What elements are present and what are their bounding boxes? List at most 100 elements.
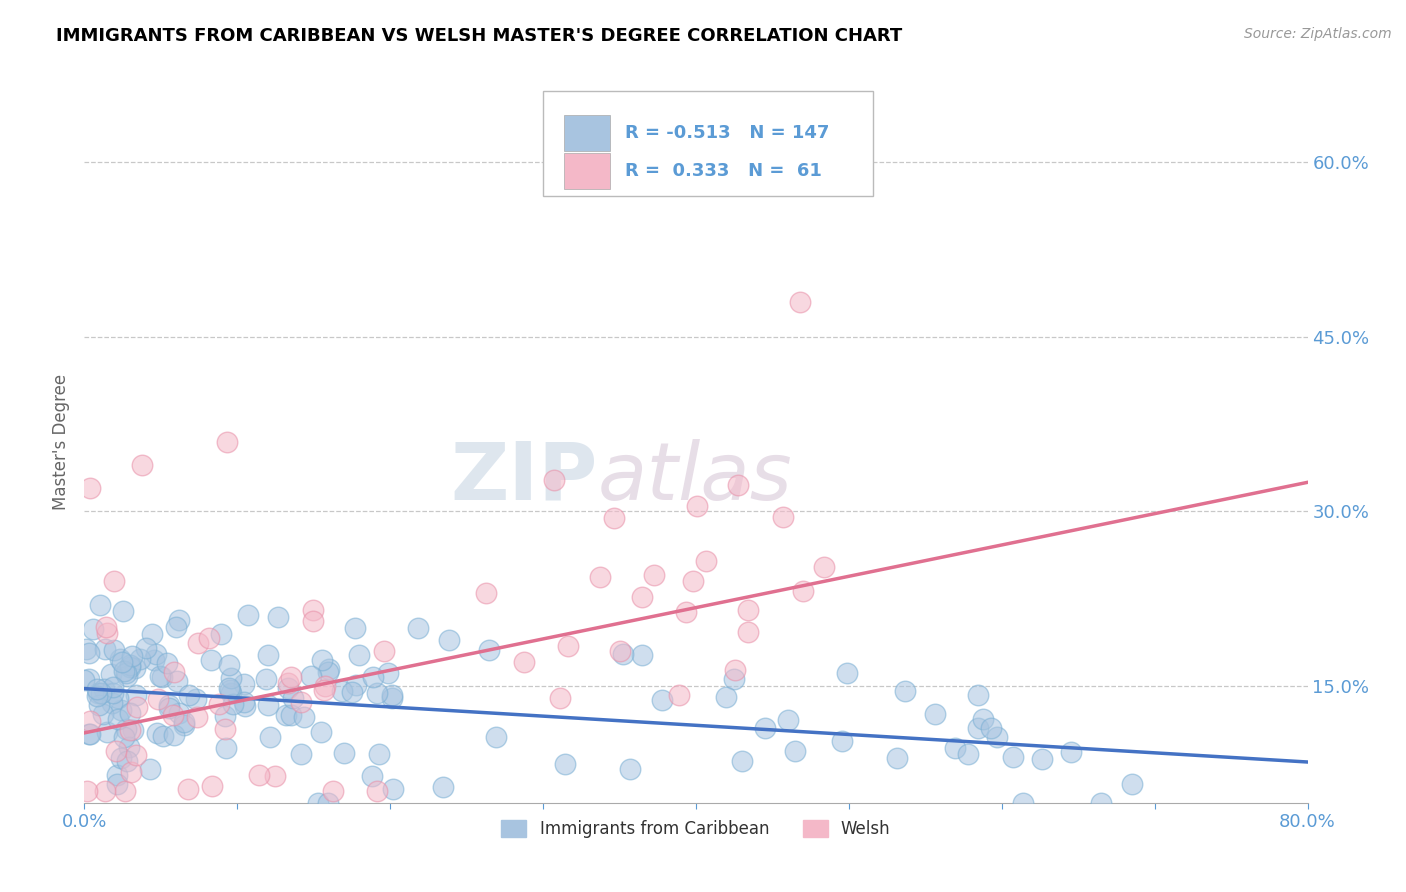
Point — [886, 751, 908, 765]
Point — [101, 686, 124, 700]
Bar — [564, 153, 610, 189]
Point — [93, 682, 115, 697]
Point — [79, 481, 101, 495]
Point — [187, 635, 209, 649]
Point — [612, 648, 634, 662]
Point — [218, 681, 240, 696]
Point — [118, 706, 141, 720]
Point — [603, 511, 626, 525]
Point — [554, 756, 576, 771]
Point — [86, 682, 108, 697]
Point — [218, 657, 240, 672]
Point — [254, 673, 277, 687]
Y-axis label: Master's Degree: Master's Degree — [52, 374, 70, 509]
Point — [290, 747, 312, 761]
Point — [256, 698, 278, 712]
Point — [311, 653, 333, 667]
Point — [111, 655, 134, 669]
Point — [165, 619, 187, 633]
Point — [730, 755, 752, 769]
Point — [118, 739, 141, 754]
Point — [723, 672, 745, 686]
Point — [776, 713, 799, 727]
Point — [247, 767, 270, 781]
Point — [1031, 752, 1053, 766]
Point — [344, 678, 367, 692]
Point — [737, 603, 759, 617]
Point — [221, 686, 243, 700]
Point — [111, 604, 134, 618]
Point — [314, 683, 336, 698]
Point — [118, 660, 141, 674]
Point — [145, 647, 167, 661]
Point — [366, 784, 388, 798]
Point — [152, 729, 174, 743]
Point — [714, 690, 737, 704]
Point — [75, 642, 97, 657]
Point — [631, 648, 654, 662]
Point — [122, 723, 145, 737]
Bar — [564, 115, 610, 151]
Point — [112, 664, 135, 678]
Point — [208, 697, 231, 711]
Point — [96, 625, 118, 640]
Point — [121, 648, 143, 663]
Point — [432, 780, 454, 794]
Point — [316, 665, 339, 679]
Point — [619, 763, 641, 777]
Point — [77, 672, 100, 686]
Point — [87, 686, 110, 700]
Point — [322, 784, 344, 798]
Point — [813, 560, 835, 574]
Point — [980, 722, 1002, 736]
Point — [257, 648, 280, 662]
Point — [135, 641, 157, 656]
Point — [157, 700, 180, 714]
Point — [173, 714, 195, 729]
Point — [292, 710, 315, 724]
Point — [609, 644, 631, 658]
Point — [408, 621, 430, 635]
Point — [104, 744, 127, 758]
Point — [373, 644, 395, 658]
Point — [548, 691, 571, 706]
Point — [737, 624, 759, 639]
Point — [82, 622, 104, 636]
Point — [209, 627, 232, 641]
Point — [167, 613, 190, 627]
Point — [557, 639, 579, 653]
Point — [475, 586, 498, 600]
Point — [631, 590, 654, 604]
Point — [360, 769, 382, 783]
Point — [105, 767, 128, 781]
Point — [115, 669, 138, 683]
Point — [107, 713, 129, 727]
Point — [543, 474, 565, 488]
Point — [232, 695, 254, 709]
Point — [76, 784, 98, 798]
Point — [103, 574, 125, 588]
Point — [233, 698, 256, 713]
Point — [280, 708, 302, 723]
Point — [167, 706, 190, 720]
Text: atlas: atlas — [598, 439, 793, 516]
Point — [333, 746, 356, 760]
Point — [186, 709, 208, 723]
Point — [142, 652, 165, 666]
Point — [124, 660, 146, 674]
Point — [301, 603, 323, 617]
Point — [789, 294, 811, 309]
Point — [571, 178, 593, 193]
Point — [314, 679, 336, 693]
Point — [967, 688, 990, 702]
Point — [280, 670, 302, 684]
Point — [381, 690, 404, 705]
Point — [166, 673, 188, 688]
Point — [90, 686, 112, 700]
Point — [957, 747, 980, 762]
Point — [340, 685, 363, 699]
Point — [114, 784, 136, 798]
Point — [311, 725, 333, 739]
Point — [156, 656, 179, 670]
Point — [837, 665, 859, 680]
